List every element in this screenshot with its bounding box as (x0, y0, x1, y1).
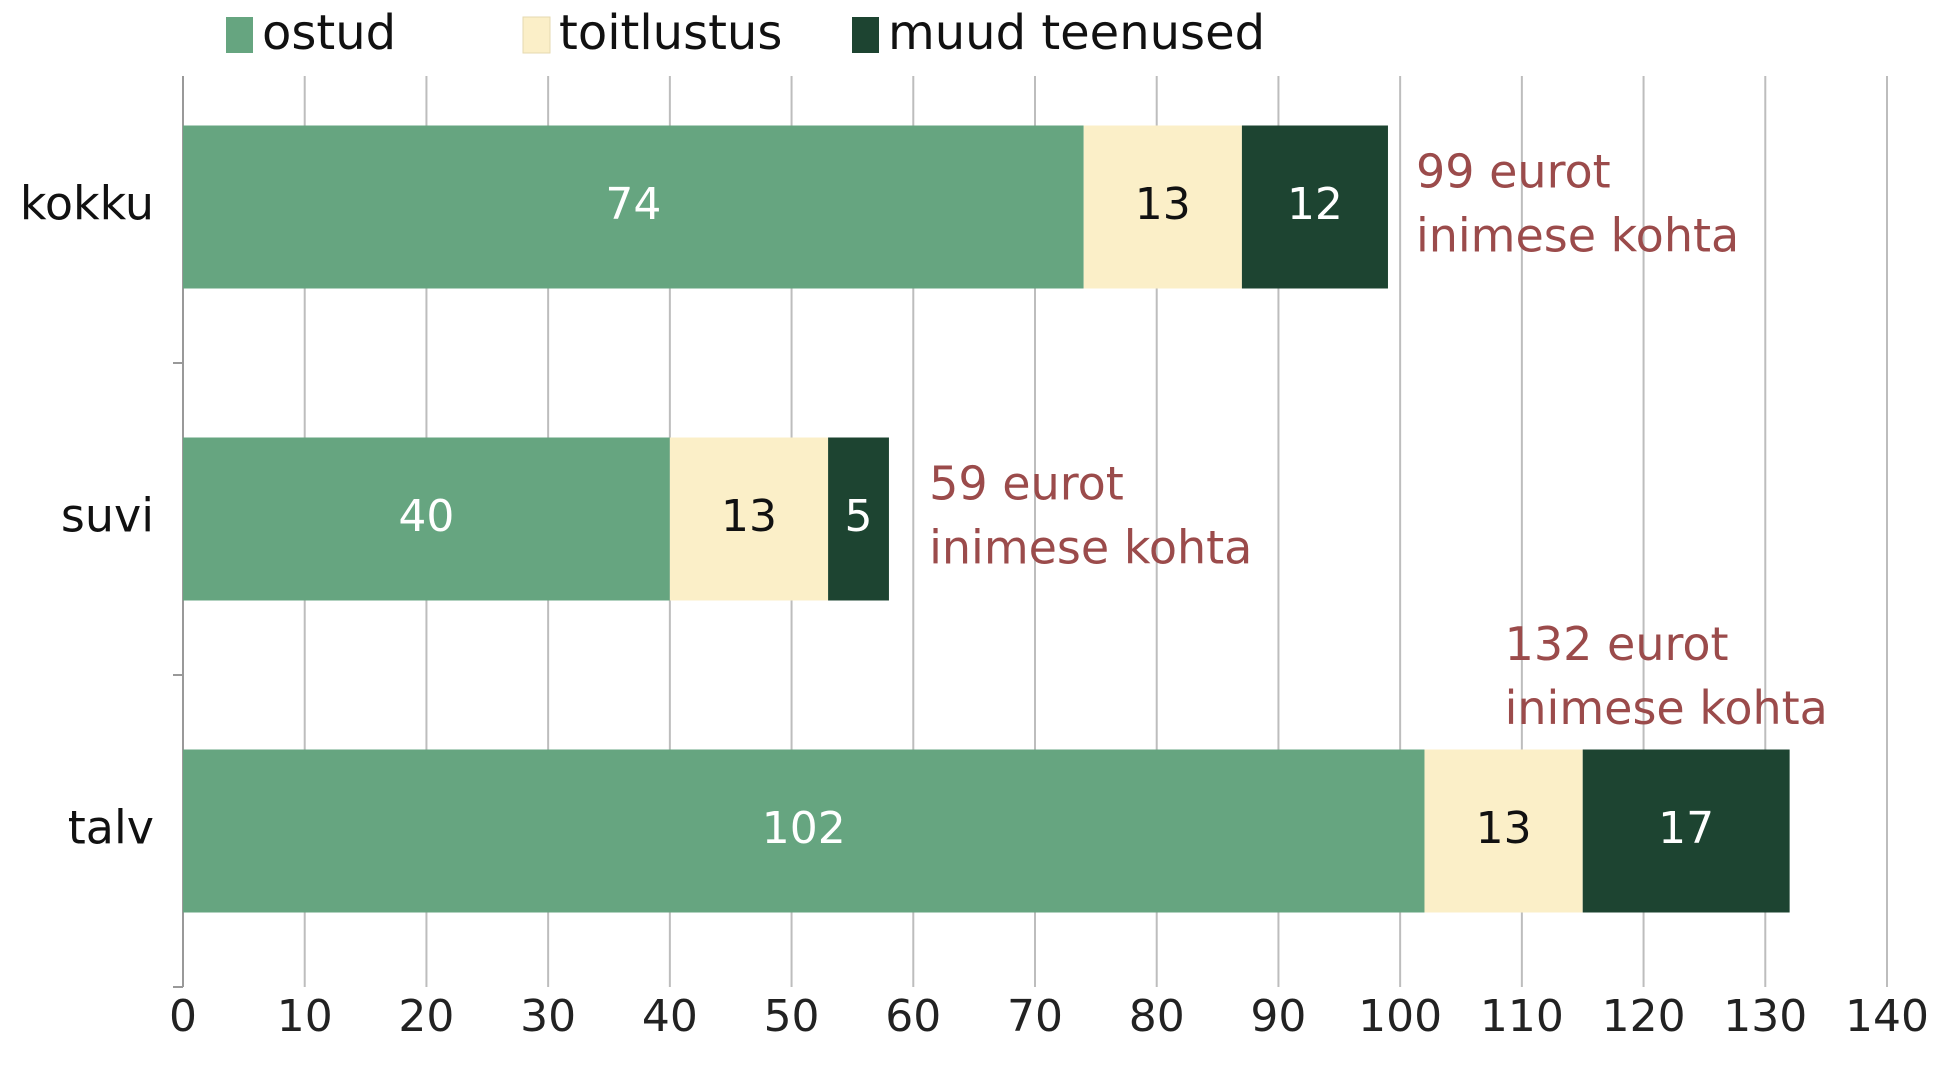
x-tick-label: 0 (169, 991, 197, 1042)
value-label: 5 (845, 491, 873, 542)
value-label: 13 (721, 491, 777, 542)
annotation: inimese kohta (1416, 209, 1739, 263)
bar-segment (828, 437, 889, 601)
value-label: 13 (1476, 803, 1532, 854)
x-tick-label: 140 (1845, 991, 1929, 1042)
x-tick-label: 130 (1723, 991, 1807, 1042)
annotation: 59 eurot (929, 457, 1124, 511)
value-label: 40 (398, 491, 454, 542)
x-tick-label: 30 (520, 991, 576, 1042)
bar-segment (183, 125, 1084, 289)
legend-label: toitlustus (559, 5, 782, 61)
x-tick-label: 10 (277, 991, 333, 1042)
x-tick-label: 90 (1250, 991, 1306, 1042)
category-label: talv (68, 801, 154, 855)
x-tick-label: 100 (1358, 991, 1442, 1042)
annotation: inimese kohta (929, 521, 1252, 575)
x-tick-label: 40 (642, 991, 698, 1042)
legend-swatch (226, 17, 253, 53)
x-tick-label: 80 (1129, 991, 1185, 1042)
x-tick-label: 20 (398, 991, 454, 1042)
annotation: 99 eurot (1416, 145, 1611, 199)
legend-swatch (852, 17, 879, 53)
category-label: kokku (20, 177, 154, 231)
legend-swatch (522, 16, 551, 54)
annotation: 132 eurot (1505, 617, 1729, 671)
bar-segment (1083, 125, 1242, 289)
x-tick-label: 60 (885, 991, 941, 1042)
legend-label: ostud (262, 5, 396, 61)
x-tick-label: 70 (1007, 991, 1063, 1042)
bar-segment (1241, 125, 1388, 289)
value-label: 17 (1658, 803, 1714, 854)
bar-segment (669, 437, 829, 601)
bar-segment (183, 437, 670, 601)
bar-segment (1424, 749, 1583, 913)
x-tick-label: 110 (1480, 991, 1564, 1042)
legend-label: muud teenused (888, 5, 1265, 61)
annotation: inimese kohta (1505, 681, 1828, 735)
bar-segment (183, 749, 1425, 913)
value-label: 13 (1135, 179, 1191, 230)
bar-segment (1582, 749, 1790, 913)
x-tick-label: 50 (764, 991, 820, 1042)
value-label: 12 (1287, 179, 1343, 230)
value-label: 74 (605, 179, 661, 230)
x-tick-label: 120 (1602, 991, 1686, 1042)
category-label: suvi (61, 489, 154, 543)
value-label: 102 (762, 803, 846, 854)
